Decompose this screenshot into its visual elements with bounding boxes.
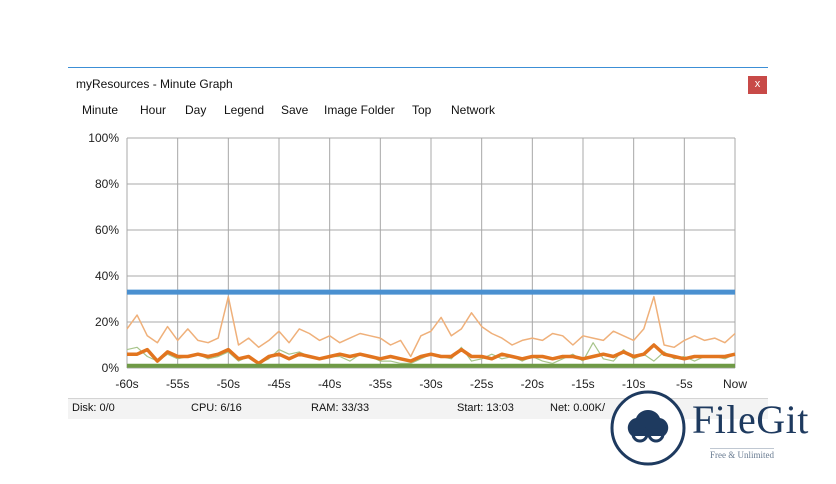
status-net: Net: 0.00K/	[550, 402, 606, 414]
menu-hour[interactable]: Hour	[140, 103, 167, 117]
title-bar: myResources - Minute Graph x	[68, 68, 768, 98]
status-bar: Disk: 0/0 CPU: 6/16 RAM: 33/33 Start: 13…	[68, 398, 768, 419]
x-tick-label: Now	[723, 377, 747, 391]
filegit-watermark: FileGit Free & Unlimited	[606, 386, 828, 472]
menu-legend[interactable]: Legend	[224, 103, 265, 117]
x-tick-label: -55s	[166, 377, 189, 391]
status-cpu: CPU: 6/16	[191, 402, 242, 414]
x-tick-label: -35s	[369, 377, 392, 391]
menu-image-folder[interactable]: Image Folder	[324, 103, 395, 117]
y-tick-label: 100%	[88, 131, 119, 145]
x-tick-label: -50s	[217, 377, 240, 391]
y-tick-label: 80%	[95, 177, 119, 191]
y-tick-label: 20%	[95, 315, 119, 329]
status-disk: Disk: 0/0	[72, 402, 115, 414]
menu-day[interactable]: Day	[185, 103, 207, 117]
watermark-tagline: Free & Unlimited	[710, 448, 774, 460]
filegit-logo-icon	[610, 390, 686, 466]
menu-minute[interactable]: Minute	[82, 103, 119, 117]
x-tick-label: -60s	[115, 377, 138, 391]
x-tick-label: -25s	[470, 377, 493, 391]
x-tick-label: -45s	[267, 377, 290, 391]
y-tick-label: 40%	[95, 269, 119, 283]
status-ram: RAM: 33/33	[311, 402, 370, 414]
x-tick-label: -5s	[676, 377, 693, 391]
status-start: Start: 13:03	[457, 402, 514, 414]
menu-top[interactable]: Top	[412, 103, 432, 117]
series-line-orange	[127, 343, 736, 366]
x-tick-label: -10s	[622, 377, 645, 391]
x-tick-label: -15s	[571, 377, 594, 391]
y-tick-label: 60%	[95, 223, 119, 237]
main-window: myResources - Minute Graph x Minute Hour…	[68, 67, 768, 419]
menu-save[interactable]: Save	[281, 103, 309, 117]
watermark-name: FileGit	[692, 397, 809, 442]
x-tick-label: -40s	[318, 377, 341, 391]
x-tick-label: -20s	[521, 377, 544, 391]
y-tick-label: 0%	[102, 361, 120, 375]
menu-bar: Minute Hour Day Legend Save Image Folder…	[68, 98, 768, 124]
x-tick-label: -30s	[419, 377, 442, 391]
close-button[interactable]: x	[748, 76, 767, 94]
menu-network[interactable]: Network	[451, 103, 496, 117]
minute-graph: -60s -55s -50s -45s -40s -35s -30s -25s -20s -15s…	[88, 131, 747, 391]
series-line-light-orange	[126, 295, 736, 358]
window-title: myResources - Minute Graph	[76, 77, 233, 91]
